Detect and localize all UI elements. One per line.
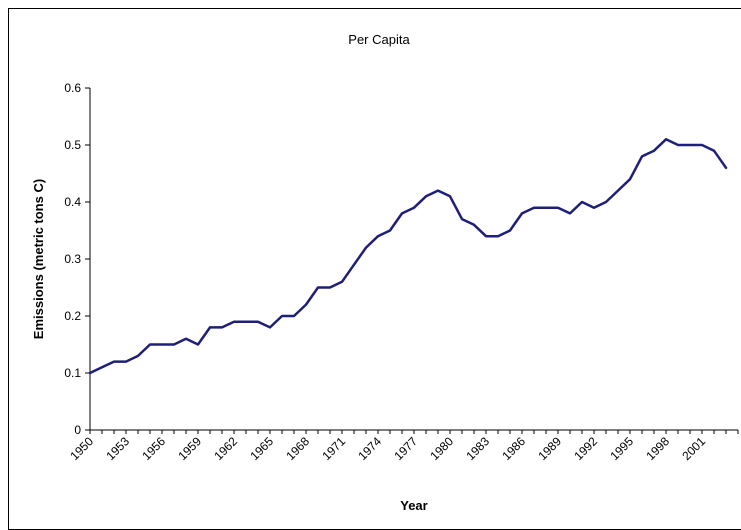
y-axis-title: Emissions (metric tons C) <box>31 179 46 339</box>
y-axis-ticks: 0 0.1 0.2 0.3 0.4 0.5 0.6 <box>64 81 90 437</box>
y-tick-label: 0.3 <box>64 252 81 266</box>
y-tick-label: 0.5 <box>64 138 81 152</box>
y-tick-label: 0.4 <box>64 195 81 209</box>
chart-frame <box>8 8 741 530</box>
y-tick-label: 0.6 <box>64 81 81 95</box>
x-axis-title: Year <box>400 498 427 513</box>
y-tick-label: 0.1 <box>64 366 81 380</box>
y-tick-label: 0.2 <box>64 309 81 323</box>
chart-title: Per Capita <box>348 32 410 47</box>
y-tick-label: 0 <box>74 423 81 437</box>
series-line-per-capita <box>88 138 728 375</box>
